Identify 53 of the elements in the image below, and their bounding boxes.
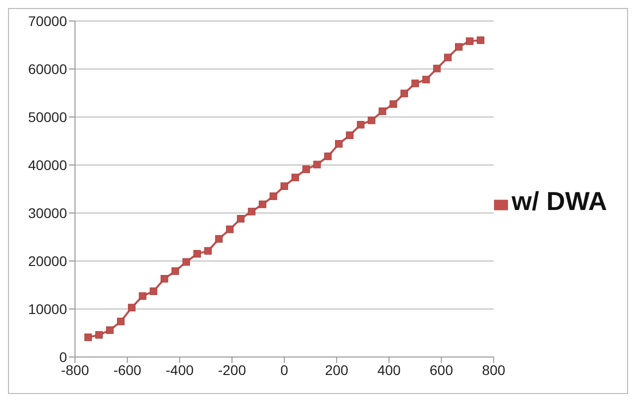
y-tick-label: 50000: [28, 108, 68, 125]
x-tick-label: 600: [430, 362, 454, 378]
point: [138, 292, 146, 300]
y-tick-label: 30000: [28, 204, 68, 221]
point: [193, 250, 201, 258]
y-tick-label: 60000: [28, 60, 68, 77]
point: [400, 90, 408, 98]
point: [280, 182, 288, 190]
point: [182, 258, 190, 266]
point: [150, 287, 158, 295]
point: [433, 64, 441, 72]
x-tick-label: -200: [218, 362, 246, 378]
x-tick-label: 800: [482, 362, 506, 378]
point: [270, 192, 278, 200]
y-tick-label: 10000: [28, 300, 68, 317]
point: [378, 107, 386, 115]
point: [390, 100, 398, 108]
point: [215, 235, 223, 243]
point: [106, 326, 114, 334]
legend-label: w/ DWA: [512, 186, 607, 216]
point: [356, 120, 364, 128]
point: [466, 37, 474, 45]
point: [84, 334, 92, 342]
point: [226, 226, 234, 234]
point: [258, 200, 266, 208]
point: [117, 318, 125, 326]
y-tick-label: 40000: [28, 156, 68, 173]
x-tick-label: 400: [377, 362, 401, 378]
point: [455, 43, 463, 51]
point: [346, 131, 354, 139]
point: [248, 208, 256, 216]
point: [444, 54, 452, 62]
x-tick-label: -600: [113, 362, 142, 378]
point: [128, 304, 136, 312]
point: [204, 247, 212, 255]
point: [313, 160, 321, 168]
x-tick-label: -400: [166, 362, 194, 378]
x-tick-label: 200: [324, 362, 349, 378]
point: [476, 36, 484, 44]
point: [291, 174, 299, 182]
x-tick-label: 0: [280, 362, 288, 378]
point: [422, 76, 430, 84]
y-tick-label: 70000: [28, 12, 68, 29]
point: [302, 166, 310, 174]
point: [335, 140, 343, 148]
point: [95, 331, 103, 339]
point: [160, 275, 168, 283]
point: [236, 215, 244, 223]
point: [172, 267, 180, 275]
point: [368, 116, 376, 124]
y-tick-label: 20000: [28, 252, 68, 269]
point: [411, 80, 419, 88]
point: [324, 152, 332, 160]
